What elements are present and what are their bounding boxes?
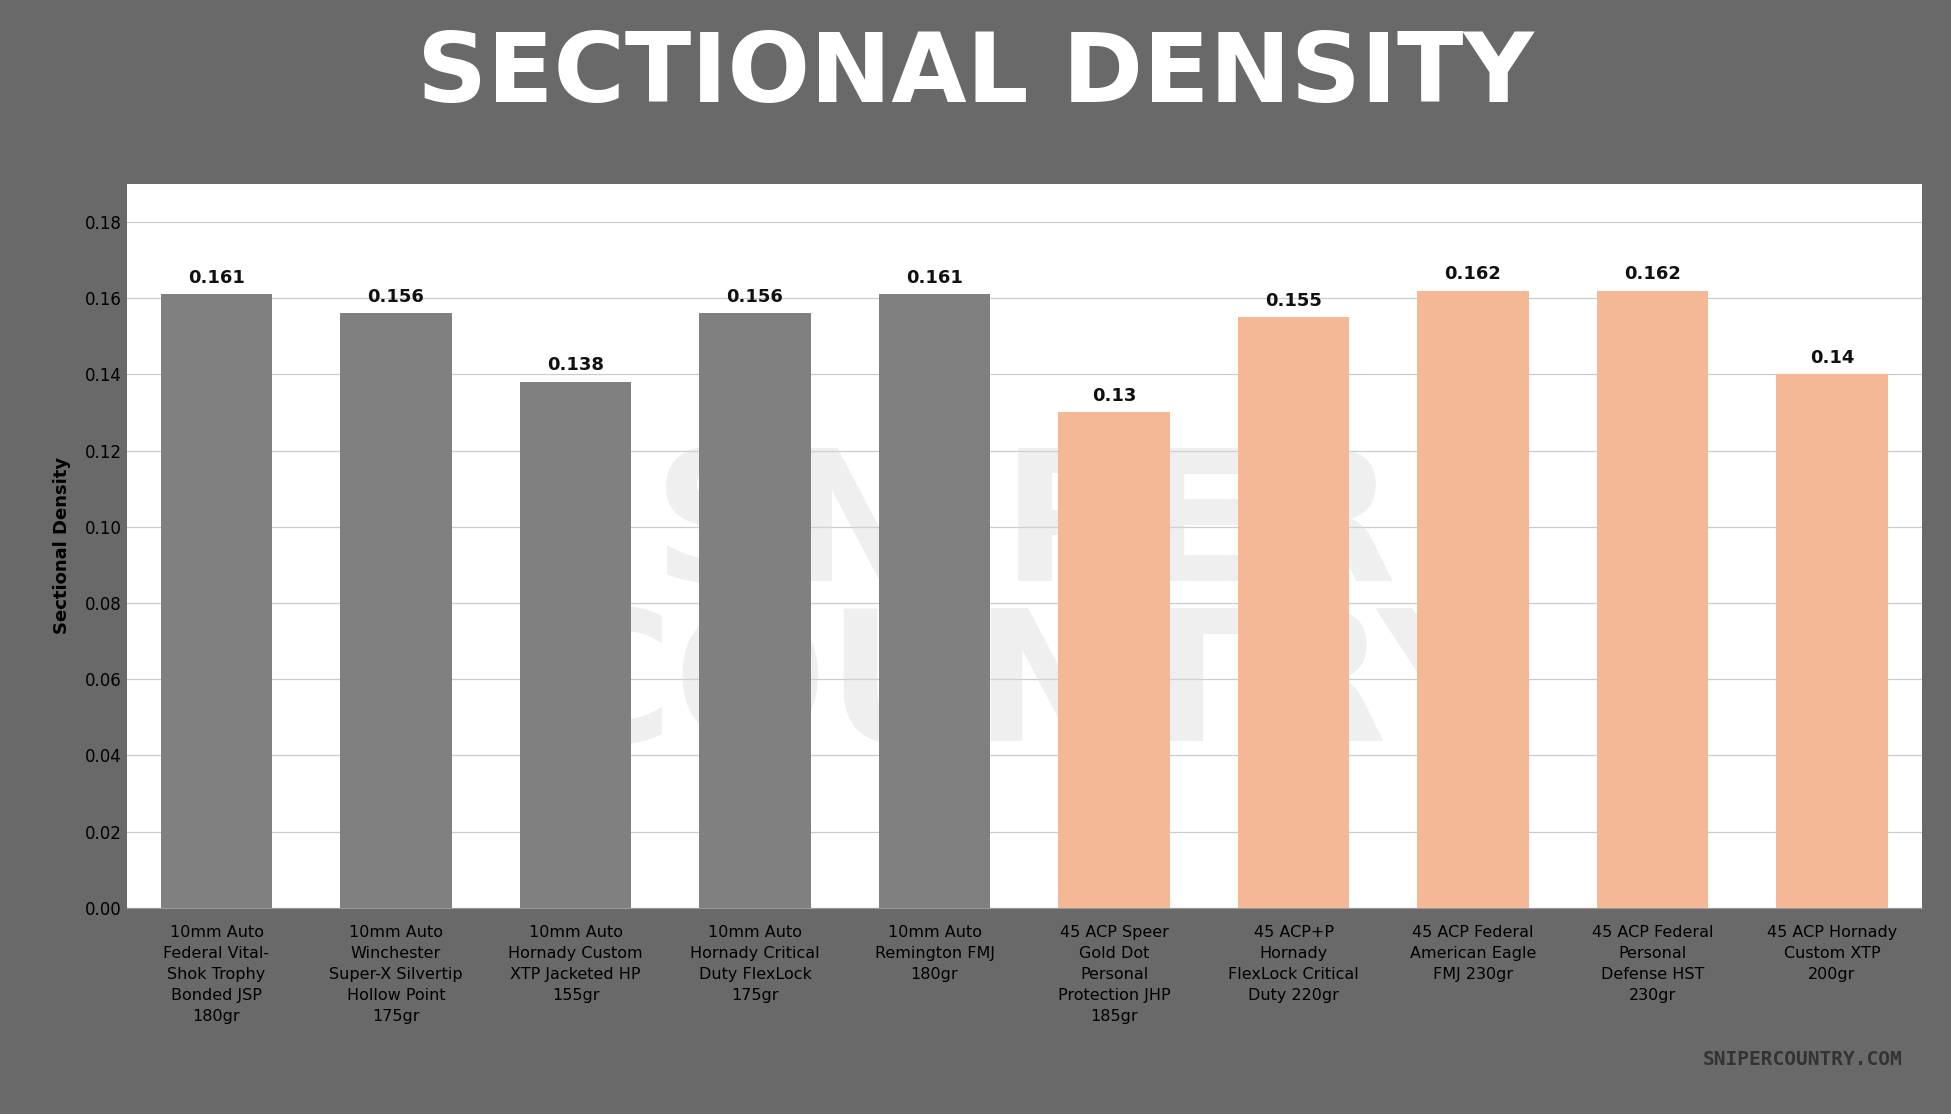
Text: 0.162: 0.162: [1444, 265, 1502, 283]
Bar: [1775, 374, 1889, 908]
Text: SNIPER: SNIPER: [654, 443, 1395, 619]
Bar: [1416, 291, 1530, 908]
Text: SECTIONAL DENSITY: SECTIONAL DENSITY: [418, 29, 1533, 121]
Bar: [339, 313, 453, 908]
Text: COUNTRY: COUNTRY: [540, 603, 1508, 779]
Text: 0.13: 0.13: [1093, 387, 1135, 404]
Text: 0.161: 0.161: [187, 268, 246, 286]
Y-axis label: Sectional Density: Sectional Density: [53, 458, 70, 634]
Bar: [1237, 317, 1350, 908]
Bar: [1057, 412, 1171, 908]
Text: SNIPERCOUNTRY.COM: SNIPERCOUNTRY.COM: [1703, 1051, 1902, 1069]
Text: 0.156: 0.156: [726, 287, 784, 305]
Bar: [160, 294, 273, 908]
Text: 0.156: 0.156: [367, 287, 425, 305]
Text: 0.162: 0.162: [1623, 265, 1682, 283]
Text: 0.155: 0.155: [1264, 292, 1323, 310]
Text: 0.138: 0.138: [546, 356, 605, 374]
Bar: [698, 313, 812, 908]
Bar: [519, 382, 632, 908]
Bar: [878, 294, 991, 908]
Bar: [1596, 291, 1709, 908]
Text: 0.14: 0.14: [1811, 349, 1853, 367]
Text: 0.161: 0.161: [905, 268, 964, 286]
